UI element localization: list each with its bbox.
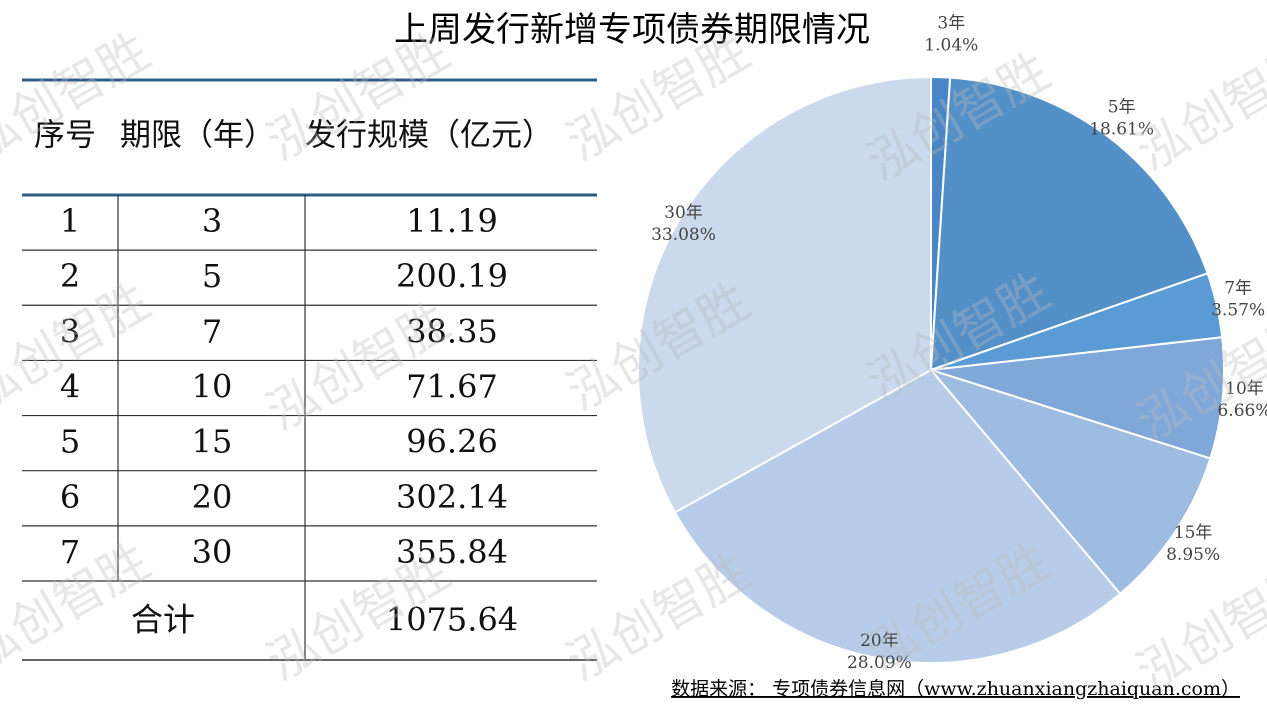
pie-slice [637,75,932,514]
table-cell: 38.35 [406,312,498,350]
total-value: 1075.64 [386,601,518,639]
total-label: 合计 [131,601,195,639]
table-cell: 5 [60,423,80,461]
table-cell: 6 [60,478,80,516]
table-cell: 5 [202,257,222,295]
table-cell: 4 [60,367,80,405]
table-cell: 71.67 [406,367,498,405]
pie-category: 10年 [1225,379,1264,399]
watermark: 泓创智胜 [1127,32,1267,182]
table-cell: 3 [202,202,222,240]
pie-slice [928,368,1212,596]
pie-value-label: 6.66% [1217,401,1267,421]
title: 上周发行新增专项债券期限情况 [394,10,870,50]
watermark: 泓创智胜 [557,542,759,692]
table-cell: 20 [192,478,233,516]
pie-slice [930,336,1225,460]
source: 数据来源： 专项债券信息网（www.zhuanxiangzhaiquan.com… [671,678,1240,700]
pie-category: 30年 [664,203,703,223]
pie-value-label: 18.61% [1089,120,1154,140]
table-cell: 96.26 [406,423,498,461]
table-cell: 15 [192,423,233,461]
table-cell: 355.84 [396,533,508,571]
pie-value-label: 33.08% [651,225,716,245]
table-cell: 3 [60,312,80,350]
table-cell: 302.14 [396,478,508,516]
pie-value-label: 8.95% [1166,545,1220,565]
table-cell: 7 [202,312,222,350]
pie-category: 3年 [937,14,965,34]
table-cell: 10 [192,367,233,405]
pie-category: 20年 [860,631,899,651]
pie-category: 15年 [1174,523,1213,543]
table-cell: 200.19 [396,257,508,295]
table-cell: 2 [60,257,80,295]
pie-category: 7年 [1224,279,1252,299]
table-cell: 11.19 [406,202,498,240]
pie-category: 5年 [1108,98,1136,118]
table-cell: 1 [60,202,80,240]
table-header: 期限（年） [120,118,275,154]
table-header: 发行规模（亿元） [305,118,553,154]
pie-slice [673,368,1122,664]
pie-value-label: 28.09% [847,653,912,673]
pie-value-label: 1.04% [924,36,978,56]
table-cell: 7 [60,533,80,571]
table-cell: 30 [192,533,233,571]
pie-value-label: 3.57% [1211,301,1265,321]
table-header: 序号 [34,118,96,154]
